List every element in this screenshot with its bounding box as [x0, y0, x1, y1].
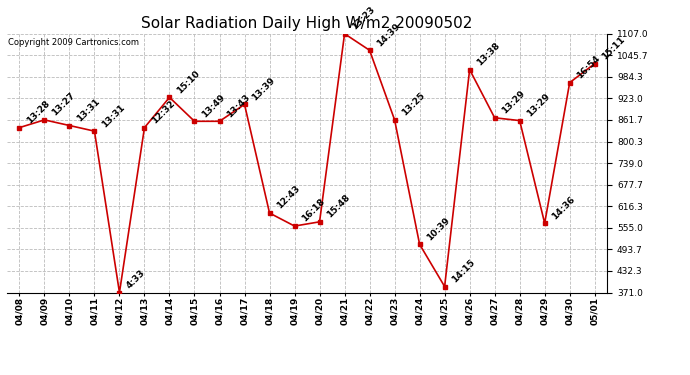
Text: 10:39: 10:39 [425, 216, 452, 242]
Text: 13:29: 13:29 [525, 92, 552, 118]
Text: 16:54: 16:54 [575, 54, 602, 81]
Text: 12:32: 12:32 [150, 99, 177, 126]
Text: 14:39: 14:39 [375, 21, 402, 48]
Text: 13:23: 13:23 [350, 5, 377, 32]
Text: 13:49: 13:49 [200, 92, 227, 119]
Text: 14:36: 14:36 [550, 194, 577, 221]
Text: 13:39: 13:39 [250, 75, 277, 102]
Text: 13:38: 13:38 [475, 41, 502, 68]
Text: 13:31: 13:31 [75, 97, 101, 123]
Text: Copyright 2009 Cartronics.com: Copyright 2009 Cartronics.com [8, 38, 139, 46]
Text: 12:43: 12:43 [275, 184, 302, 211]
Text: 15:10: 15:10 [175, 69, 201, 95]
Text: 15:48: 15:48 [325, 193, 352, 220]
Text: 13:25: 13:25 [400, 91, 426, 118]
Text: 13:31: 13:31 [100, 102, 126, 129]
Title: Solar Radiation Daily High W/m2 20090502: Solar Radiation Daily High W/m2 20090502 [141, 16, 473, 31]
Text: 13:43: 13:43 [225, 92, 252, 119]
Text: 16:18: 16:18 [300, 197, 326, 224]
Text: 13:29: 13:29 [500, 89, 527, 116]
Text: 4:33: 4:33 [125, 268, 147, 290]
Text: 15:11: 15:11 [600, 35, 627, 62]
Text: 13:28: 13:28 [25, 99, 52, 126]
Text: 14:15: 14:15 [450, 258, 477, 284]
Text: 13:27: 13:27 [50, 91, 77, 118]
